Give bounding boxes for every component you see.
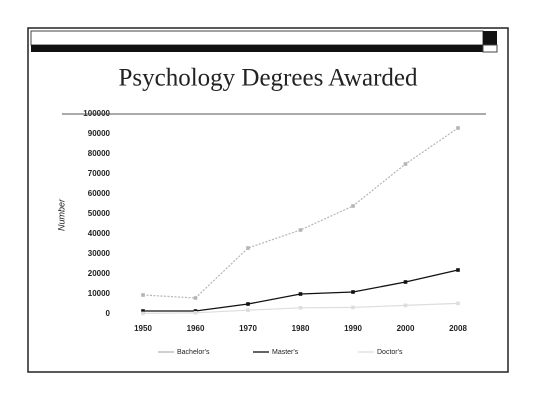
x-tick-label: 1950 — [134, 324, 152, 333]
y-tick-label: 0 — [106, 309, 111, 318]
data-point — [456, 126, 460, 130]
x-tick-label: 1990 — [344, 324, 362, 333]
y-tick-label: 10000 — [88, 289, 111, 298]
data-point — [246, 308, 250, 312]
chart-title: Psychology Degrees Awarded — [118, 65, 418, 92]
data-point — [246, 302, 250, 306]
legend-label: Doctor's — [377, 349, 403, 356]
data-point — [141, 309, 145, 313]
data-point — [456, 301, 460, 306]
y-tick-label: 40000 — [88, 229, 111, 238]
data-point — [141, 293, 145, 297]
data-point — [246, 246, 250, 250]
x-tick-label: 2000 — [397, 324, 415, 333]
legend-label: Bachelor's — [177, 349, 210, 356]
data-point — [456, 268, 460, 272]
header-band — [30, 30, 484, 46]
data-point — [403, 162, 408, 166]
y-axis-label: Number — [56, 198, 66, 231]
data-point — [193, 311, 198, 315]
data-point — [403, 280, 408, 284]
legend-label: Master's — [272, 349, 299, 356]
data-point — [351, 290, 355, 294]
data-point — [351, 204, 355, 208]
header-bar — [31, 45, 483, 52]
data-point — [141, 311, 145, 316]
data-point — [193, 296, 198, 300]
y-tick-label: 80000 — [88, 149, 111, 158]
data-point — [403, 303, 408, 308]
y-tick-label: 20000 — [88, 269, 111, 278]
data-point — [298, 306, 303, 310]
data-point — [298, 292, 303, 296]
x-tick-label: 1970 — [239, 324, 257, 333]
y-tick-label: 50000 — [88, 209, 111, 218]
header-box — [482, 44, 498, 53]
y-tick-label: 30000 — [88, 249, 111, 258]
y-tick-label: 70000 — [88, 169, 111, 178]
header-square — [483, 31, 497, 45]
slide-frame — [27, 27, 509, 373]
x-tick-label: 2008 — [449, 324, 467, 333]
y-tick-label: 90000 — [88, 129, 111, 138]
y-tick-label: 60000 — [88, 189, 111, 198]
x-tick-label: 1960 — [187, 324, 205, 333]
x-tick-label: 1980 — [292, 324, 310, 333]
data-point — [351, 305, 355, 310]
data-point — [298, 228, 303, 232]
